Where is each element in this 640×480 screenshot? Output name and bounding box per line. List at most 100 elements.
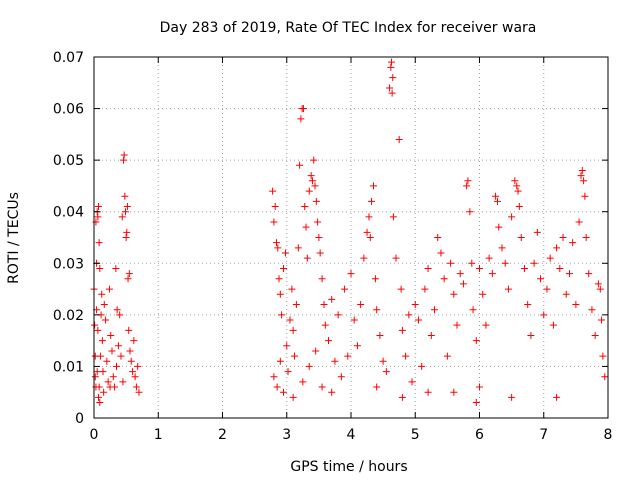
data-point [104, 378, 112, 386]
data-point [113, 306, 121, 314]
data-point [303, 254, 311, 262]
data-point [575, 218, 583, 226]
data-point [347, 270, 355, 278]
data-point [387, 63, 395, 71]
data-point [341, 285, 349, 293]
data-point [305, 362, 313, 370]
data-point [577, 172, 585, 180]
data-point [594, 280, 602, 288]
data-point [482, 321, 490, 329]
data-point [578, 166, 586, 174]
x-tick-label: 5 [411, 427, 420, 443]
data-point [537, 275, 545, 283]
data-point [297, 115, 305, 123]
data-point [397, 285, 405, 293]
data-point [392, 254, 400, 262]
data-point [530, 259, 538, 267]
x-tick-label: 2 [218, 427, 227, 443]
data-point [565, 270, 573, 278]
data-point [312, 347, 320, 355]
data-point [540, 311, 548, 319]
data-point [414, 316, 422, 324]
data-point [520, 264, 528, 272]
data-point [129, 368, 137, 376]
data-point [292, 301, 300, 309]
data-point [289, 393, 297, 401]
data-point [492, 192, 500, 200]
data-point [91, 321, 99, 329]
data-point [379, 357, 387, 365]
data-point [524, 301, 532, 309]
data-point [468, 259, 476, 267]
data-point [411, 301, 419, 309]
data-point [269, 187, 277, 195]
y-tick-label: 0.07 [53, 50, 84, 66]
data-point [135, 388, 143, 396]
data-point [92, 218, 100, 226]
data-point [314, 218, 322, 226]
x-tick-label: 0 [90, 427, 99, 443]
data-point [92, 383, 100, 391]
data-point [488, 270, 496, 278]
data-point [98, 337, 106, 345]
data-point [286, 316, 294, 324]
data-point [353, 342, 361, 350]
data-point [274, 244, 282, 252]
data-point [581, 192, 589, 200]
data-points [90, 58, 609, 407]
data-point [398, 326, 406, 334]
data-point [278, 311, 286, 319]
data-point [388, 89, 396, 97]
data-point [476, 264, 483, 272]
data-point [302, 223, 310, 231]
data-point [514, 187, 522, 195]
data-point [424, 388, 432, 396]
data-point [310, 156, 318, 164]
data-point [100, 301, 108, 309]
x-tick-label: 1 [154, 427, 163, 443]
data-point [132, 383, 140, 391]
data-point [102, 316, 110, 324]
data-point [94, 393, 102, 401]
data-point [395, 136, 403, 144]
data-point [321, 321, 329, 329]
data-point [328, 295, 336, 303]
data-point [301, 203, 309, 211]
data-point [365, 213, 373, 221]
data-point [479, 290, 487, 298]
data-point [334, 311, 342, 319]
data-point [456, 270, 464, 278]
data-point [585, 270, 593, 278]
data-point [121, 208, 129, 216]
data-point [463, 182, 471, 190]
data-point [546, 254, 554, 262]
data-point [96, 264, 104, 272]
data-point [94, 203, 102, 211]
axis-ticks: 0 1 2 3 4 5 6 7 8 0 0.01 0.02 0.03 0.04 0.05 0.06 0.07 [53, 50, 613, 443]
data-point [125, 270, 133, 278]
data-point [96, 399, 104, 407]
data-point [112, 362, 120, 370]
y-tick-label: 0.05 [53, 153, 84, 169]
data-point [315, 234, 323, 241]
data-point [427, 331, 435, 339]
data-point [337, 373, 345, 381]
x-tick-label: 8 [604, 427, 613, 443]
data-point [109, 373, 117, 381]
data-point [325, 337, 333, 345]
data-point [270, 373, 278, 381]
data-point [316, 249, 324, 257]
data-point [405, 311, 413, 319]
data-point [357, 301, 365, 309]
data-point [276, 357, 284, 365]
x-tick-label: 7 [539, 427, 548, 443]
data-point [553, 244, 561, 252]
data-point [476, 383, 483, 391]
data-point [296, 161, 304, 169]
data-point [289, 326, 297, 334]
data-point [591, 331, 599, 339]
data-point [93, 368, 101, 376]
data-point [466, 208, 474, 216]
data-point [373, 383, 381, 391]
